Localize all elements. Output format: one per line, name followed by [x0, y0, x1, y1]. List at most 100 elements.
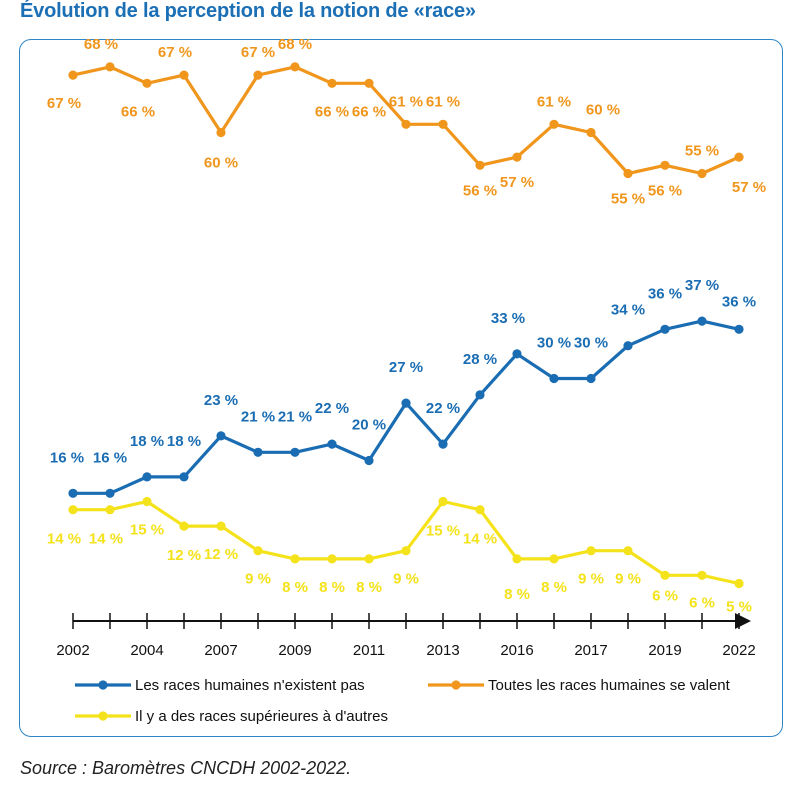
data-label: 57 % — [500, 174, 534, 191]
data-point — [216, 521, 226, 531]
data-point — [586, 546, 596, 556]
data-label: 36 % — [722, 293, 756, 310]
data-point — [401, 398, 411, 408]
data-label: 28 % — [463, 351, 497, 368]
data-label: 66 % — [315, 103, 349, 120]
data-label: 8 % — [319, 579, 345, 596]
data-point — [216, 127, 226, 138]
data-label: 12 % — [167, 547, 201, 564]
data-point — [660, 570, 670, 580]
data-label: 22 % — [426, 400, 460, 417]
data-point — [216, 431, 226, 441]
data-label: 66 % — [121, 103, 155, 120]
data-label: 9 % — [615, 571, 641, 588]
data-label: 37 % — [685, 277, 719, 294]
data-point — [734, 152, 744, 162]
data-label: 21 % — [278, 408, 312, 425]
data-point — [142, 78, 152, 88]
data-label: 15 % — [130, 522, 164, 539]
data-point — [290, 554, 300, 564]
data-point — [549, 373, 559, 384]
data-label: 5 % — [726, 599, 752, 616]
data-point — [512, 152, 522, 162]
data-point — [68, 505, 78, 515]
data-point — [623, 341, 633, 351]
data-point — [586, 373, 596, 384]
data-label: 30 % — [574, 335, 608, 352]
data-label: 68 % — [278, 36, 312, 53]
data-point — [253, 70, 263, 80]
data-label: 18 % — [130, 433, 164, 450]
data-point — [364, 78, 374, 88]
data-label: 14 % — [47, 531, 81, 548]
data-point — [697, 316, 707, 326]
data-label: 68 % — [84, 36, 118, 53]
legend-marker — [98, 711, 108, 721]
data-point — [290, 447, 300, 457]
data-point — [512, 554, 522, 564]
data-label: 23 % — [204, 392, 238, 409]
data-label: 55 % — [685, 143, 719, 160]
chart-title: Évolution de la perception de la notion … — [20, 0, 476, 22]
data-label: 22 % — [315, 400, 349, 417]
data-point — [697, 168, 707, 179]
data-label: 33 % — [491, 310, 525, 327]
data-label: 60 % — [586, 102, 620, 119]
data-point — [105, 488, 115, 498]
data-point — [660, 324, 670, 334]
data-point — [475, 390, 485, 400]
source-note: Source : Baromètres CNCDH 2002-2022. — [20, 758, 352, 778]
legend-marker — [98, 680, 108, 690]
data-point — [327, 554, 337, 564]
data-point — [253, 447, 263, 457]
data-label: 8 % — [504, 586, 530, 603]
data-label: 60 % — [204, 155, 238, 172]
data-label: 16 % — [93, 449, 127, 466]
data-label: 8 % — [282, 579, 308, 596]
data-point — [734, 324, 744, 334]
legend-label: Les races humaines n'existent pas — [135, 677, 365, 694]
data-label: 8 % — [541, 579, 567, 596]
data-label: 57 % — [732, 179, 766, 196]
chart-frame — [19, 39, 783, 737]
data-point — [549, 119, 559, 129]
data-point — [734, 578, 744, 589]
data-label: 67 % — [47, 95, 81, 112]
data-label: 61 % — [537, 93, 571, 110]
data-label: 16 % — [50, 449, 84, 466]
data-point — [623, 546, 633, 556]
data-label: 30 % — [537, 335, 571, 352]
data-label: 20 % — [352, 417, 386, 434]
data-point — [697, 570, 707, 580]
data-point — [290, 62, 300, 72]
data-label: 66 % — [352, 103, 386, 120]
x-tick-label: 2004 — [130, 642, 163, 659]
data-point — [401, 119, 411, 129]
data-point — [179, 521, 189, 531]
data-point — [68, 70, 78, 80]
data-label: 8 % — [356, 579, 382, 596]
x-tick-label: 2013 — [426, 642, 459, 659]
data-point — [401, 546, 411, 556]
x-tick-label: 2007 — [204, 642, 237, 659]
data-point — [142, 472, 152, 482]
data-point — [327, 439, 337, 449]
data-label: 67 % — [241, 44, 275, 61]
data-point — [68, 488, 78, 498]
data-label: 21 % — [241, 408, 275, 425]
data-label: 18 % — [167, 433, 201, 450]
data-label: 14 % — [463, 531, 497, 548]
data-point — [364, 455, 374, 466]
x-tick-label: 2022 — [722, 642, 755, 659]
data-label: 9 % — [578, 571, 604, 588]
data-point — [142, 496, 152, 507]
data-label: 14 % — [89, 531, 123, 548]
data-point — [253, 546, 263, 556]
data-point — [179, 472, 189, 482]
data-label: 61 % — [389, 93, 423, 110]
data-point — [179, 70, 189, 80]
x-tick-label: 2002 — [56, 642, 89, 659]
data-label: 6 % — [689, 594, 715, 611]
data-label: 6 % — [652, 587, 678, 604]
